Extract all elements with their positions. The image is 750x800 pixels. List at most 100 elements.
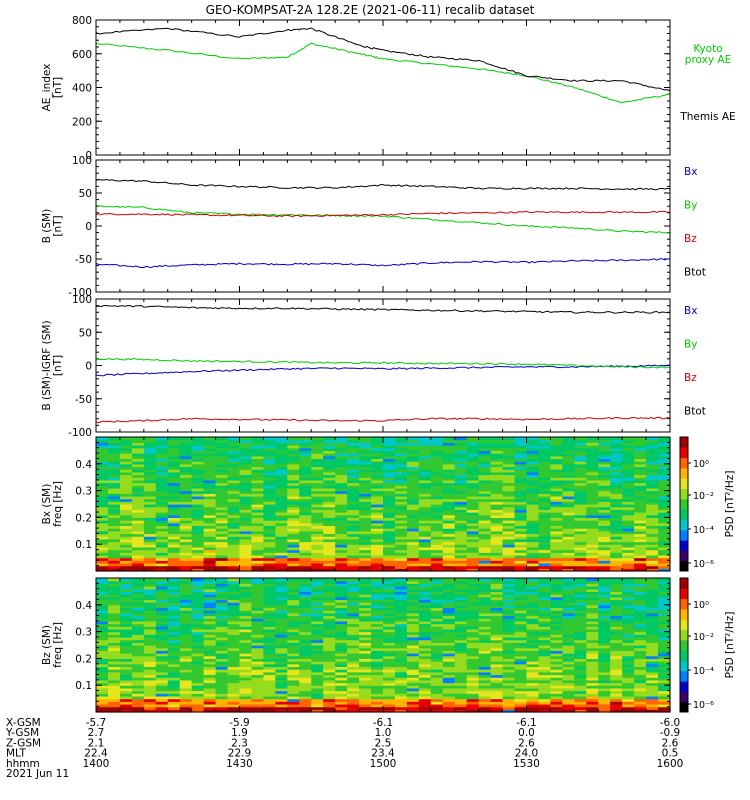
spectrogram-cell: [359, 594, 372, 598]
spectrogram-cell: [502, 512, 516, 516]
spectrogram-cell: [179, 560, 193, 564]
spectrogram-cell: [598, 471, 611, 476]
spectrogram-cell: [538, 618, 552, 622]
spectrogram-cell: [574, 594, 587, 598]
spectrogram-cell: [239, 663, 253, 668]
spectrogram-cell: [119, 498, 133, 502]
spectrogram-cell: [622, 565, 635, 569]
spectrogram-cell: [143, 639, 157, 643]
spectrogram-cell: [562, 506, 575, 510]
line-panel-0-frame: [95, 19, 671, 156]
spectrogram-cell: [610, 453, 623, 457]
spectrogram-cell: [251, 546, 265, 551]
spectrogram-cell: [586, 565, 599, 569]
spectrogram-cell: [263, 594, 276, 598]
spectrogram-cell: [514, 495, 528, 500]
spectrogram-cell: [514, 546, 528, 551]
spectrogram-cell: [107, 588, 121, 592]
spectrogram-cell: [478, 639, 492, 643]
spectrogram-cell: [538, 586, 552, 590]
spectrogram-cell: [215, 703, 229, 708]
spectrogram-cell: [107, 698, 121, 702]
spectrogram-cell: [514, 437, 528, 441]
spectrogram-cell: [167, 687, 181, 692]
spectrogram-cell: [251, 437, 265, 441]
spectrogram-cell: [502, 645, 516, 649]
spectrogram-cell: [287, 599, 300, 603]
spectrogram-cell: [275, 568, 288, 572]
spectrogram-cell: [96, 437, 109, 441]
spectrogram-cell: [167, 586, 181, 590]
spectrogram-cell: [514, 594, 528, 598]
spectrogram-cell: [502, 541, 516, 545]
spectrogram-cell: [442, 439, 456, 443]
spectrogram-cell: [335, 647, 348, 651]
spectrogram-cell: [299, 615, 312, 619]
spectrogram-cell: [275, 647, 288, 651]
spectrogram-cell: [406, 687, 420, 692]
spectrogram-cell: [335, 501, 348, 505]
spectrogram-cell: [131, 703, 145, 708]
spectrogram-cell: [227, 474, 241, 478]
spectrogram-cell: [155, 455, 169, 460]
spectrogram-cell: [490, 554, 504, 559]
spectrogram-cell: [287, 528, 300, 532]
spectrogram-cell: [227, 544, 241, 548]
spectrogram-cell: [550, 530, 563, 535]
spectrogram-cell: [514, 615, 528, 619]
spectrogram-cell: [406, 557, 420, 561]
spectrogram-cell: [418, 506, 432, 510]
colorbar-segment: [680, 560, 688, 572]
spectrogram-cell: [215, 458, 229, 462]
spectrogram-cell: [490, 701, 504, 705]
spectrogram-cell: [191, 568, 205, 572]
spectrogram-cell: [359, 557, 372, 561]
spectrogram-cell: [299, 677, 312, 681]
spectrogram-cell: [610, 544, 623, 548]
spectrogram-cell: [562, 663, 575, 668]
spectrogram-cell: [394, 495, 408, 500]
spectrogram-cell: [418, 647, 432, 651]
spectrogram-cell: [167, 628, 181, 633]
spectrogram-cell: [586, 514, 599, 518]
spectrogram-cell: [227, 557, 241, 561]
spectrogram-cell: [478, 506, 492, 510]
spectrogram-cell: [574, 509, 587, 513]
spectrogram-cell: [179, 628, 193, 633]
spectrogram-cell: [311, 506, 324, 510]
spectrogram-cell: [311, 528, 324, 532]
spectrogram-cell: [239, 634, 253, 638]
spectrogram-cell: [478, 520, 492, 524]
spectrogram-cell: [155, 506, 169, 510]
spectrogram-cell: [490, 471, 504, 476]
spectrogram-cell: [394, 685, 408, 689]
spectrogram-cell: [263, 703, 276, 708]
spectrogram-cell: [275, 626, 288, 630]
spectrogram-cell: [430, 618, 444, 622]
spectrogram-cell: [394, 533, 408, 537]
spectrogram-cell: [107, 442, 121, 446]
spectrogram-cell: [335, 658, 348, 662]
spectrogram-cell: [454, 546, 468, 551]
spectrogram-cell: [143, 517, 157, 521]
spectrogram-cell: [562, 455, 575, 460]
spectrogram-cell: [239, 599, 253, 603]
spectrogram-cell: [383, 679, 396, 684]
spectrogram-cell: [179, 591, 193, 595]
spectrogram-cell: [442, 544, 456, 548]
spectrogram-cell: [538, 658, 552, 662]
spectrogram-cell: [466, 549, 480, 553]
spectrogram-cell: [347, 690, 360, 694]
spectrogram-cell: [430, 596, 444, 601]
spectrogram-cell: [646, 544, 659, 548]
spectrogram-cell: [526, 690, 540, 694]
spectrogram-cell: [478, 661, 492, 665]
spectrogram-cell: [502, 610, 516, 614]
spectrogram-cell: [634, 568, 647, 572]
spectrogram-cell: [227, 693, 241, 697]
spectrogram-cell: [442, 666, 456, 670]
spectrogram-cell: [239, 661, 253, 665]
spectrogram-cell: [622, 469, 635, 473]
spectrogram-cell: [383, 636, 396, 641]
spectrogram-cell: [131, 453, 145, 457]
